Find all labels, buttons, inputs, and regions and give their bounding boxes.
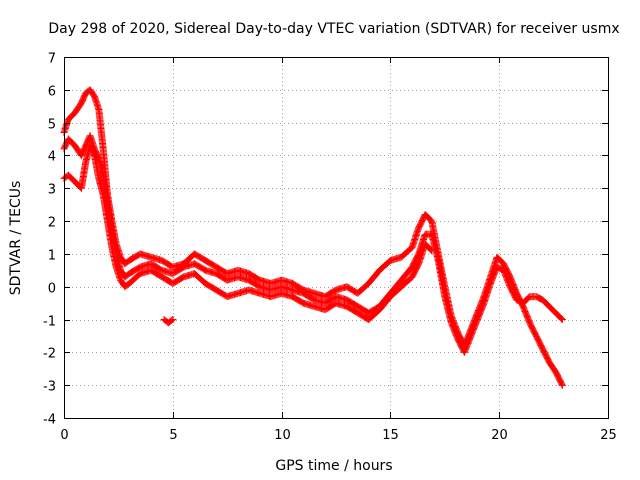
plot-frame [64,57,609,419]
x-tick-label: 15 [382,428,399,443]
y-tick-label: -2 [43,347,56,362]
x-tick-label: 10 [274,428,291,443]
series-track-2 [60,132,566,356]
data-point [169,316,177,323]
x-tick-label: 0 [60,428,68,443]
chart-title: Day 298 of 2020, Sidereal Day-to-day VTE… [48,21,619,37]
y-tick-label: 7 [48,52,56,67]
y-tick-label: 2 [48,216,56,231]
series-segment-5h [160,316,177,327]
data-point [427,246,435,254]
x-tick-labels: 0 5 10 15 20 25 [60,428,616,443]
y-tick-label: 1 [48,249,56,264]
y-axis-label: SDTVAR / TECUs [8,181,24,296]
axis-ticks [64,57,609,419]
data-point [168,316,176,324]
y-tick-label: -1 [43,315,56,330]
data-point [558,381,566,389]
data-points [60,86,566,389]
y-tick-label: 5 [48,118,56,133]
data-point [558,316,566,323]
y-tick-label: 0 [48,282,56,297]
x-axis-label: GPS time / hours [275,458,392,474]
y-tick-label: -4 [43,413,56,428]
grid [64,57,608,418]
x-tick-label: 20 [491,428,508,443]
data-point [558,380,566,388]
y-tick-label: -3 [43,380,56,395]
data-point [428,247,436,255]
data-point [557,315,565,323]
data-point [426,245,434,253]
y-tick-label: 6 [48,85,56,100]
x-tick-label: 5 [169,428,177,443]
series-track-1 [60,86,566,389]
y-tick-labels: -4 -3 -2 -1 0 1 2 3 4 5 6 7 [43,52,56,428]
y-tick-label: 3 [48,183,56,198]
series-track-3 [60,142,436,323]
y-tick-label: 4 [48,150,56,165]
x-tick-label: 25 [600,428,617,443]
